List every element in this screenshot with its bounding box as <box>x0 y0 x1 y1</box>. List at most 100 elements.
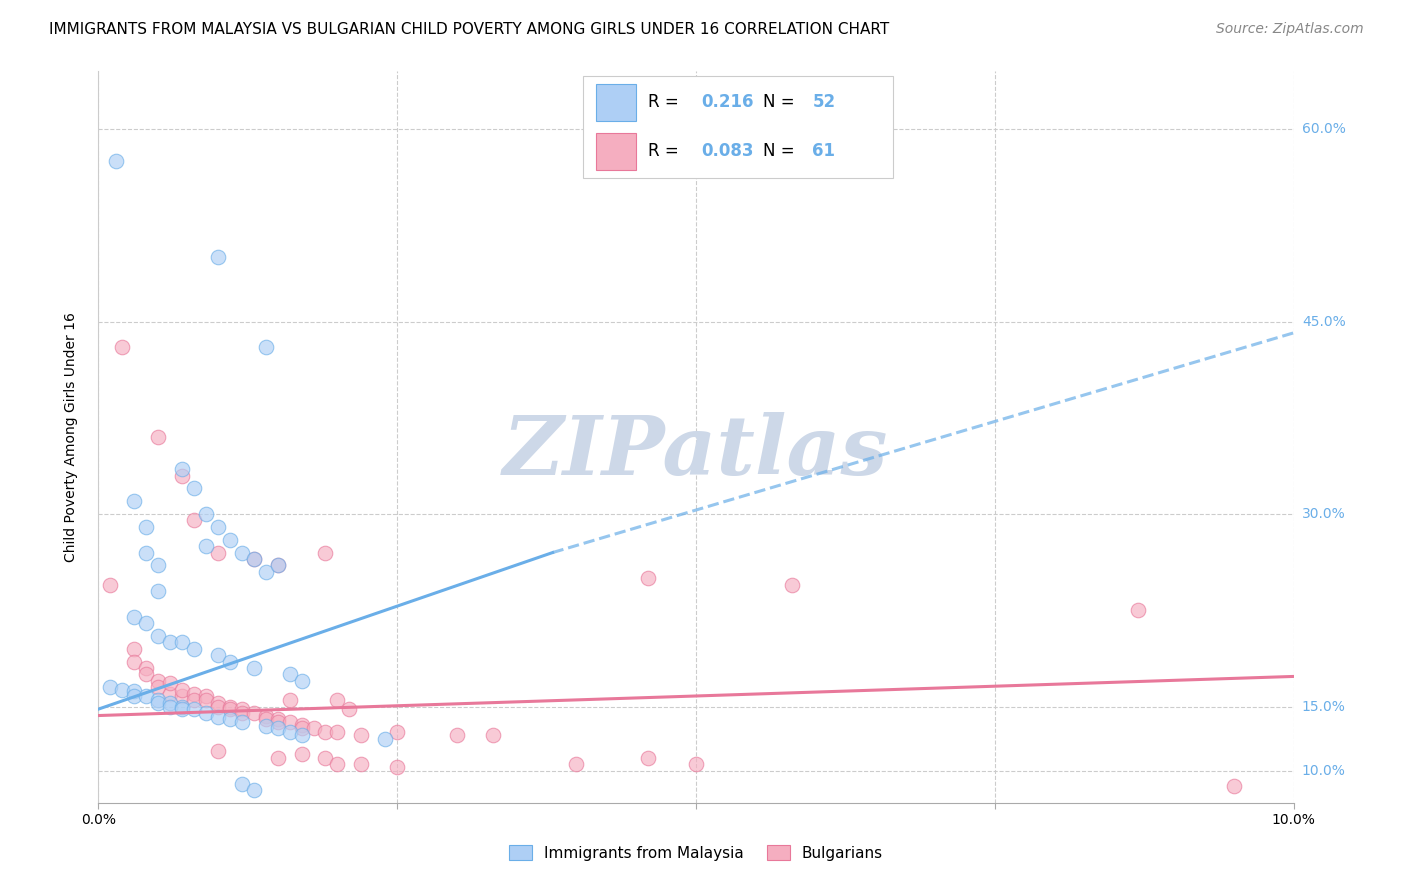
Text: IMMIGRANTS FROM MALAYSIA VS BULGARIAN CHILD POVERTY AMONG GIRLS UNDER 16 CORRELA: IMMIGRANTS FROM MALAYSIA VS BULGARIAN CH… <box>49 22 890 37</box>
Point <box>231 714 253 729</box>
Point <box>278 693 301 707</box>
Point <box>267 751 290 765</box>
Point <box>685 757 707 772</box>
Text: 0.216: 0.216 <box>702 94 754 112</box>
Text: 45.0%: 45.0% <box>1302 315 1346 328</box>
Point <box>111 682 134 697</box>
Text: Source: ZipAtlas.com: Source: ZipAtlas.com <box>1216 22 1364 37</box>
Text: 30.0%: 30.0% <box>1302 507 1346 521</box>
Point <box>243 661 266 675</box>
Point <box>291 717 314 731</box>
Point <box>183 641 205 656</box>
Point <box>183 482 205 496</box>
Point <box>267 558 290 573</box>
Point <box>231 776 253 790</box>
Point <box>135 616 157 631</box>
Point <box>195 693 218 707</box>
Point <box>98 681 122 695</box>
Point <box>243 552 266 566</box>
Point <box>98 577 122 591</box>
Point <box>326 757 349 772</box>
Point <box>148 629 170 643</box>
Point <box>482 728 505 742</box>
Point <box>135 690 157 704</box>
Point <box>124 641 146 656</box>
Point <box>207 251 229 265</box>
Point <box>231 702 253 716</box>
Point <box>1223 779 1246 793</box>
Point <box>267 712 290 726</box>
Point <box>315 725 337 739</box>
Point <box>195 706 218 720</box>
Point <box>254 340 277 354</box>
Point <box>183 687 205 701</box>
Text: 10.0%: 10.0% <box>1302 764 1346 778</box>
Point <box>172 462 194 476</box>
Point <box>148 673 170 688</box>
Text: ZIPatlas: ZIPatlas <box>503 412 889 491</box>
Point <box>159 676 181 690</box>
Point <box>637 571 659 585</box>
Y-axis label: Child Poverty Among Girls Under 16: Child Poverty Among Girls Under 16 <box>63 312 77 562</box>
Point <box>291 722 314 736</box>
Point <box>148 584 170 599</box>
Point <box>291 673 314 688</box>
Text: N =: N = <box>763 142 800 160</box>
Point <box>195 507 218 521</box>
Point <box>207 710 229 724</box>
Point <box>278 667 301 681</box>
Point <box>267 722 290 736</box>
Point <box>148 681 170 695</box>
Point <box>105 154 128 169</box>
Point <box>135 667 157 681</box>
Point <box>148 693 170 707</box>
Point <box>159 699 181 714</box>
Point <box>148 558 170 573</box>
Point <box>350 757 373 772</box>
Point <box>148 696 170 710</box>
Point <box>243 706 266 720</box>
Point <box>135 661 157 675</box>
Point <box>385 760 409 774</box>
Point <box>172 699 194 714</box>
Point <box>350 728 373 742</box>
Point <box>207 648 229 663</box>
Point <box>565 757 588 772</box>
Text: R =: R = <box>648 142 685 160</box>
Point <box>124 494 146 508</box>
Point <box>219 699 242 714</box>
Point <box>291 747 314 761</box>
Text: 61: 61 <box>813 142 835 160</box>
Text: 52: 52 <box>813 94 835 112</box>
Point <box>219 712 242 726</box>
Point <box>148 430 170 444</box>
Point <box>172 468 194 483</box>
Point <box>195 690 218 704</box>
Point <box>243 783 266 797</box>
FancyBboxPatch shape <box>596 84 636 121</box>
Point <box>231 545 253 559</box>
Point <box>159 635 181 649</box>
Point <box>207 696 229 710</box>
Point <box>446 728 468 742</box>
FancyBboxPatch shape <box>583 76 893 178</box>
Point <box>172 690 194 704</box>
Point <box>385 725 409 739</box>
Point <box>219 655 242 669</box>
Point <box>243 552 266 566</box>
Point <box>172 682 194 697</box>
Point <box>254 712 277 726</box>
Point <box>278 725 301 739</box>
Legend: Immigrants from Malaysia, Bulgarians: Immigrants from Malaysia, Bulgarians <box>502 837 890 868</box>
Point <box>219 702 242 716</box>
Point <box>183 702 205 716</box>
Point <box>326 693 349 707</box>
Point <box>326 725 349 739</box>
Point <box>231 706 253 720</box>
Point <box>124 684 146 698</box>
Point <box>780 577 803 591</box>
Point <box>159 687 181 701</box>
FancyBboxPatch shape <box>596 133 636 170</box>
Point <box>172 635 194 649</box>
Text: 0.083: 0.083 <box>702 142 754 160</box>
